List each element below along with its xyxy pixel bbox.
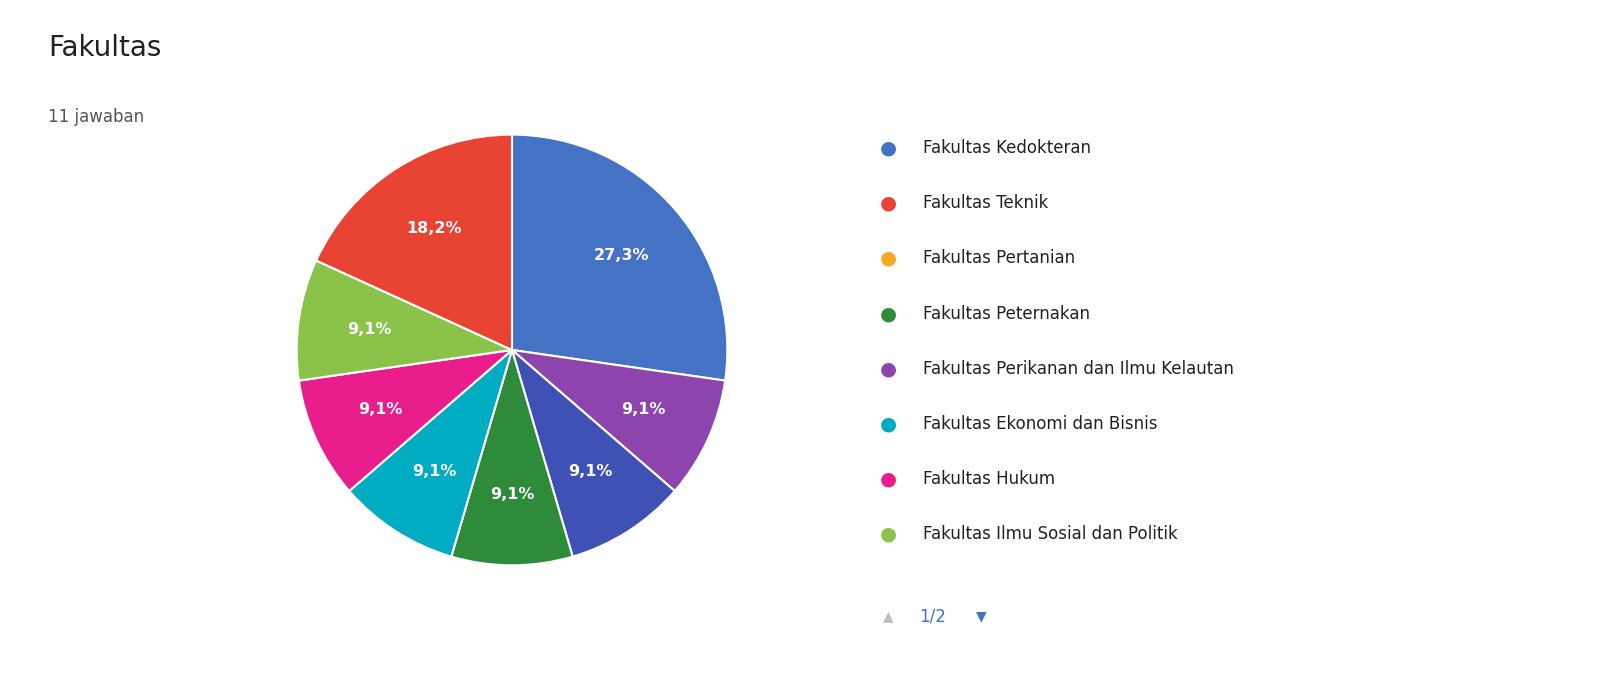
Text: 9,1%: 9,1% bbox=[411, 464, 456, 479]
Text: ▼: ▼ bbox=[976, 610, 986, 623]
Text: 9,1%: 9,1% bbox=[347, 322, 392, 337]
Text: ●: ● bbox=[880, 249, 896, 268]
Text: Fakultas Pertanian: Fakultas Pertanian bbox=[923, 250, 1075, 267]
Text: ▲: ▲ bbox=[883, 610, 893, 623]
Text: Fakultas: Fakultas bbox=[48, 34, 162, 62]
Wedge shape bbox=[296, 260, 512, 381]
Text: ●: ● bbox=[880, 359, 896, 378]
Text: 9,1%: 9,1% bbox=[490, 487, 534, 502]
Text: ●: ● bbox=[880, 525, 896, 544]
Text: 11 jawaban: 11 jawaban bbox=[48, 108, 144, 126]
Wedge shape bbox=[512, 350, 725, 491]
Text: ●: ● bbox=[880, 139, 896, 157]
Wedge shape bbox=[512, 350, 675, 557]
Wedge shape bbox=[451, 350, 573, 565]
Text: 1/2: 1/2 bbox=[920, 608, 946, 625]
Text: Fakultas Ekonomi dan Bisnis: Fakultas Ekonomi dan Bisnis bbox=[923, 415, 1158, 433]
Wedge shape bbox=[512, 135, 728, 381]
Wedge shape bbox=[317, 135, 512, 350]
Text: ●: ● bbox=[880, 194, 896, 213]
Text: 9,1%: 9,1% bbox=[358, 402, 403, 417]
Text: Fakultas Peternakan: Fakultas Peternakan bbox=[923, 305, 1090, 322]
Text: ●: ● bbox=[880, 415, 896, 433]
Text: ●: ● bbox=[880, 470, 896, 489]
Text: Fakultas Ilmu Sosial dan Politik: Fakultas Ilmu Sosial dan Politik bbox=[923, 526, 1178, 543]
Text: Fakultas Perikanan dan Ilmu Kelautan: Fakultas Perikanan dan Ilmu Kelautan bbox=[923, 360, 1234, 378]
Text: 18,2%: 18,2% bbox=[406, 221, 462, 236]
Text: 9,1%: 9,1% bbox=[621, 402, 666, 417]
Text: 9,1%: 9,1% bbox=[568, 464, 613, 479]
Text: Fakultas Kedokteran: Fakultas Kedokteran bbox=[923, 139, 1091, 157]
Wedge shape bbox=[349, 350, 512, 557]
Text: Fakultas Hukum: Fakultas Hukum bbox=[923, 470, 1056, 488]
Wedge shape bbox=[299, 350, 512, 491]
Text: ●: ● bbox=[880, 304, 896, 323]
Text: 27,3%: 27,3% bbox=[594, 248, 648, 263]
Text: Fakultas Teknik: Fakultas Teknik bbox=[923, 194, 1048, 212]
